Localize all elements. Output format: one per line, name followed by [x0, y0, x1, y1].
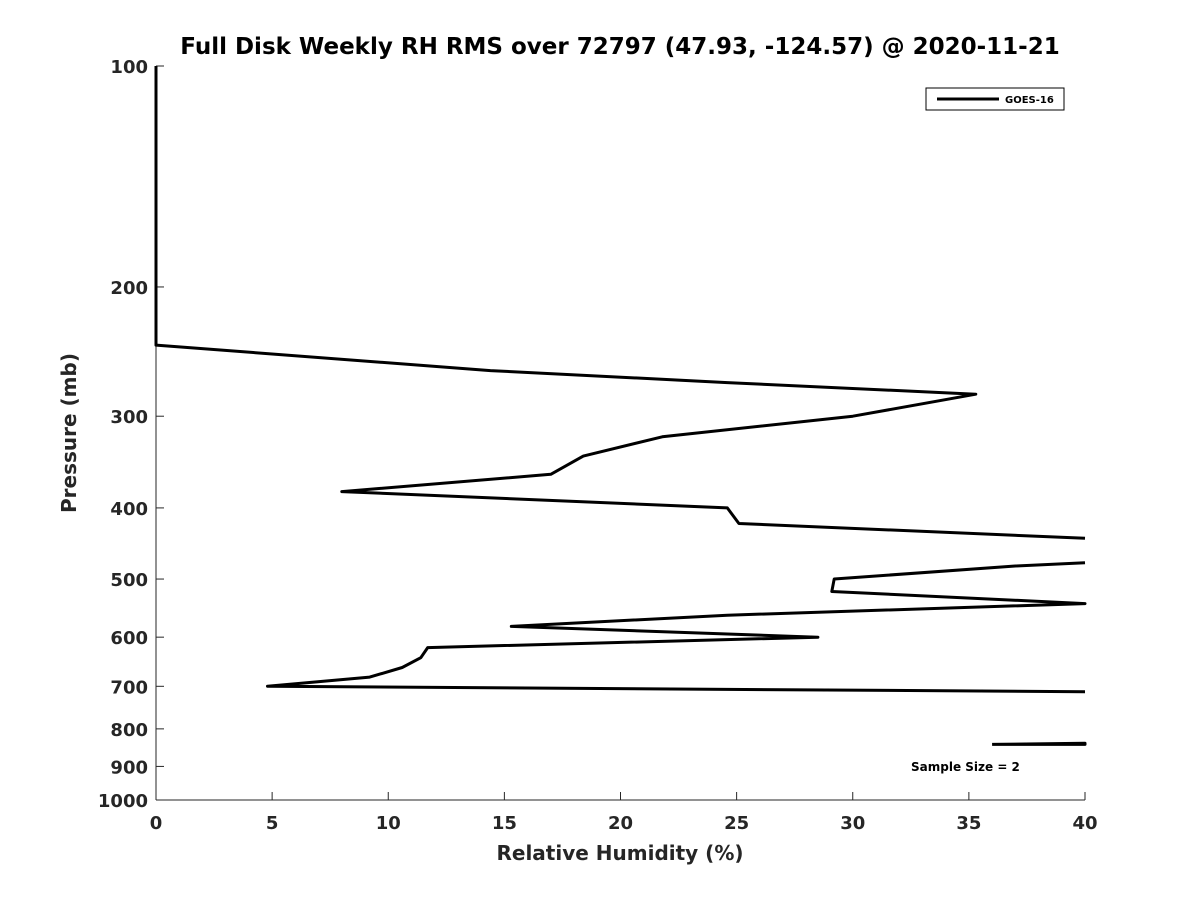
y-axis-label: Pressure (mb): [57, 353, 81, 513]
x-tick-label: 5: [266, 813, 279, 834]
x-tick-label: 35: [956, 813, 981, 834]
y-tick-label: 500: [110, 570, 148, 591]
series-lines: [154, 66, 1087, 746]
legend-label-goes16: GOES-16: [1005, 95, 1054, 106]
x-tick-label: 10: [376, 813, 401, 834]
x-tick-label: 40: [1072, 813, 1097, 834]
y-tick-label: 700: [110, 677, 148, 698]
y-tick-label: 1000: [98, 791, 148, 812]
x-tick-label: 25: [724, 813, 749, 834]
y-tick-label: 400: [110, 499, 148, 520]
y-tick-label: 100: [110, 57, 148, 78]
y-ticks: 100 200 300 400 500 600 700 800 900 1000: [98, 57, 164, 812]
y-tick-label: 800: [110, 720, 148, 741]
sample-size-annotation: Sample Size = 2: [911, 760, 1020, 774]
chart-title: Full Disk Weekly RH RMS over 72797 (47.9…: [180, 34, 1059, 60]
legend: GOES-16: [925, 87, 1065, 111]
x-tick-label: 0: [150, 813, 163, 834]
y-tick-label: 300: [110, 407, 148, 428]
y-tick-label: 900: [110, 757, 148, 778]
x-tick-label: 20: [608, 813, 633, 834]
series-line-goes16: [992, 741, 1087, 746]
x-ticks: 0 5 10 15 20 25 30 35 40: [150, 792, 1098, 834]
x-axis-label: Relative Humidity (%): [496, 841, 743, 865]
series-line-goes16: [154, 66, 1086, 540]
y-tick-label: 200: [110, 278, 148, 299]
x-tick-label: 15: [492, 813, 517, 834]
y-tick-label: 600: [110, 628, 148, 649]
series-line-goes16: [266, 561, 1087, 694]
x-tick-label: 30: [840, 813, 865, 834]
